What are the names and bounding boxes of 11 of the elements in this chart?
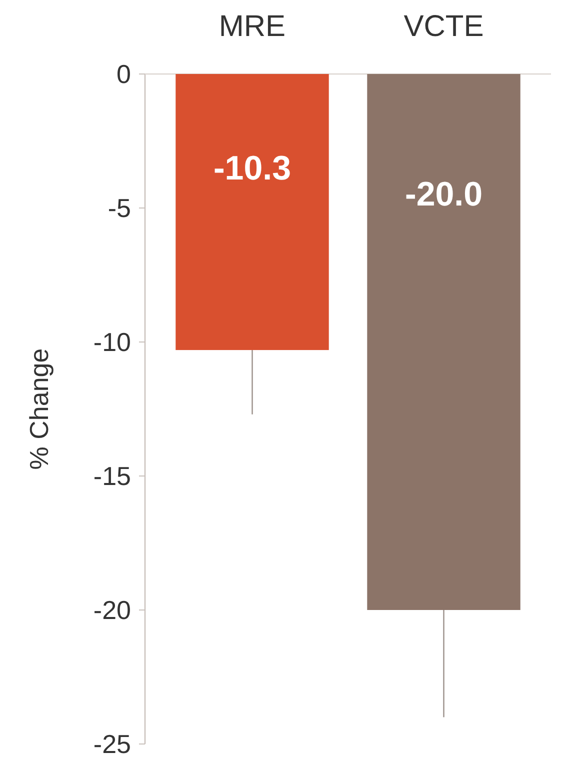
data-label: -20.0 — [405, 176, 483, 214]
y-tick-label: 0 — [116, 59, 131, 90]
x-tick-label: VCTE — [404, 10, 484, 43]
y-tick-label: -25 — [93, 729, 131, 758]
y-tick-label: -10 — [93, 327, 131, 358]
y-tick-label: -15 — [93, 461, 131, 492]
data-label: -10.3 — [213, 150, 291, 188]
y-tick-label: -20 — [93, 595, 131, 626]
y-tick-label: -5 — [108, 193, 131, 224]
y-axis-title: % Change — [24, 348, 54, 470]
x-tick-label: MRE — [218, 10, 286, 43]
